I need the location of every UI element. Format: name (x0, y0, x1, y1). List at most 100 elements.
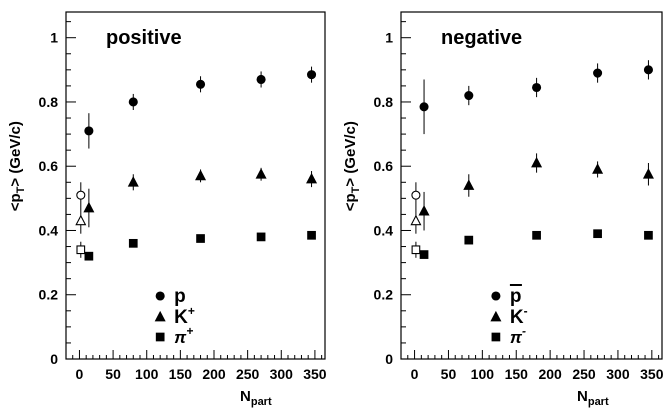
chart-panel-positive: 0 0.2 0.4 0.6 0.8 1 0 50 100 150 200 250 300 350 Npart… (7, 11, 327, 408)
series-square (411, 229, 653, 259)
data-point-circle (593, 68, 603, 78)
data-point-square (84, 251, 94, 261)
data-point-circle (195, 79, 206, 89)
legend-marker-square (155, 332, 165, 342)
series-circle (411, 60, 653, 208)
data-point-square (464, 235, 474, 245)
y-tick-label: 0.4 (374, 222, 394, 238)
data-point-circle (84, 126, 94, 136)
reference-point-circle (411, 190, 421, 200)
x-tick-label: 250 (572, 366, 596, 382)
x-tick-label: 0 (411, 366, 419, 382)
legend-label-base: p (510, 286, 522, 307)
data-point-circle (256, 74, 266, 85)
data-point-square (196, 234, 205, 243)
data-point-square (532, 230, 541, 240)
panel-label: negative (441, 27, 522, 49)
data-point-circle (532, 82, 542, 93)
legend-label-base: π (174, 328, 187, 347)
x-tick-label: 150 (505, 366, 529, 382)
legend: pK+π+ (154, 286, 195, 347)
data-point-square (128, 238, 138, 248)
legend-label-base: K (510, 307, 524, 328)
reference-point-circle (76, 190, 86, 200)
x-tick-label: 300 (606, 366, 630, 382)
series-triangle (410, 153, 654, 234)
x-tick-label: 200 (202, 366, 226, 382)
legend-label: K+ (174, 304, 195, 328)
y-tick-label: 0.6 (39, 158, 59, 174)
x-axis-title-main: N (577, 388, 588, 405)
x-tick-label: 150 (169, 366, 193, 382)
data-point-square (593, 229, 602, 239)
legend-label-sup: - (524, 304, 528, 318)
reference-point-square (76, 245, 86, 255)
x-tick-label: 200 (538, 366, 562, 382)
y-axis-title: <pT> (GeV/c) (7, 121, 27, 211)
legend-label: π+ (174, 324, 193, 347)
x-axis-title-main: N (240, 388, 251, 405)
y-tick-label: 1 (50, 30, 58, 46)
series-triangle (75, 167, 318, 234)
legend-marker-circle (155, 291, 165, 301)
y-axis-title-sub: T (15, 186, 27, 193)
data-point-square (307, 230, 316, 240)
y-axis-title-rest: > (GeV/c) (342, 121, 359, 186)
x-tick-label: 300 (270, 366, 294, 382)
legend-label-base: p (174, 286, 186, 307)
y-axis-title: <pT> (GeV/c) (342, 121, 362, 211)
legend-label-base: K (174, 307, 188, 328)
legend-marker-triangle (154, 310, 166, 322)
legend-label: p (174, 286, 186, 307)
y-tick-label: 0.8 (39, 94, 59, 110)
x-axis-title-sub: part (251, 396, 272, 408)
x-axis-title: Npart (240, 388, 272, 408)
reference-point-square (411, 245, 421, 255)
x-tick-label: 100 (135, 366, 159, 382)
y-tick-label: 0.4 (39, 222, 59, 238)
legend-marker-circle (491, 291, 501, 301)
y-tick-label: 0.6 (374, 158, 394, 174)
x-axis-title-sub: part (588, 396, 609, 408)
chart-panel-negative: 0 0.2 0.4 0.6 0.8 1 0 50 100 150 200 250 300 350 Npart… (342, 11, 664, 408)
y-axis-title-sub: T (350, 186, 362, 193)
x-tick-label: 50 (105, 366, 121, 382)
panel-label: positive (106, 27, 182, 49)
y-axis-title-rest: > (GeV/c) (7, 121, 24, 186)
y-tick-label: 1 (385, 30, 393, 46)
y-axis-title-main: <p (7, 193, 24, 211)
plot-frame (65, 11, 326, 360)
data-point-triangle (418, 205, 430, 216)
data-point-circle (643, 65, 653, 75)
data-point-triangle (127, 176, 139, 187)
legend: pK-π- (490, 284, 528, 347)
y-tick-label: 0.2 (39, 287, 59, 303)
legend-marker-triangle (490, 310, 502, 322)
x-tick-label: 100 (471, 366, 495, 382)
data-point-triangle (463, 179, 475, 190)
data-point-triangle (592, 163, 604, 174)
y-axis-title-main: <p (342, 193, 359, 211)
legend-label-sup: + (188, 304, 195, 318)
data-point-circle (306, 70, 317, 80)
data-point-circle (419, 102, 429, 112)
legend-marker-square (491, 332, 501, 342)
reference-point-triangle (75, 214, 87, 226)
legend-label-sup: - (522, 324, 526, 338)
y-tick-label: 0.8 (374, 94, 394, 110)
data-point-triangle (306, 172, 318, 184)
data-point-circle (128, 97, 138, 107)
data-point-square (644, 230, 653, 240)
x-tick-label: 0 (76, 366, 84, 382)
data-point-triangle (642, 168, 654, 179)
x-tick-label: 250 (236, 366, 260, 382)
legend-label-base: π (510, 328, 523, 347)
x-tick-label: 350 (640, 366, 664, 382)
data-point-square (419, 250, 429, 259)
legend-label-sup: + (186, 324, 193, 338)
data-point-triangle (195, 169, 207, 181)
legend-label: p (510, 286, 522, 307)
data-point-triangle (83, 201, 95, 213)
series-square (76, 230, 316, 261)
